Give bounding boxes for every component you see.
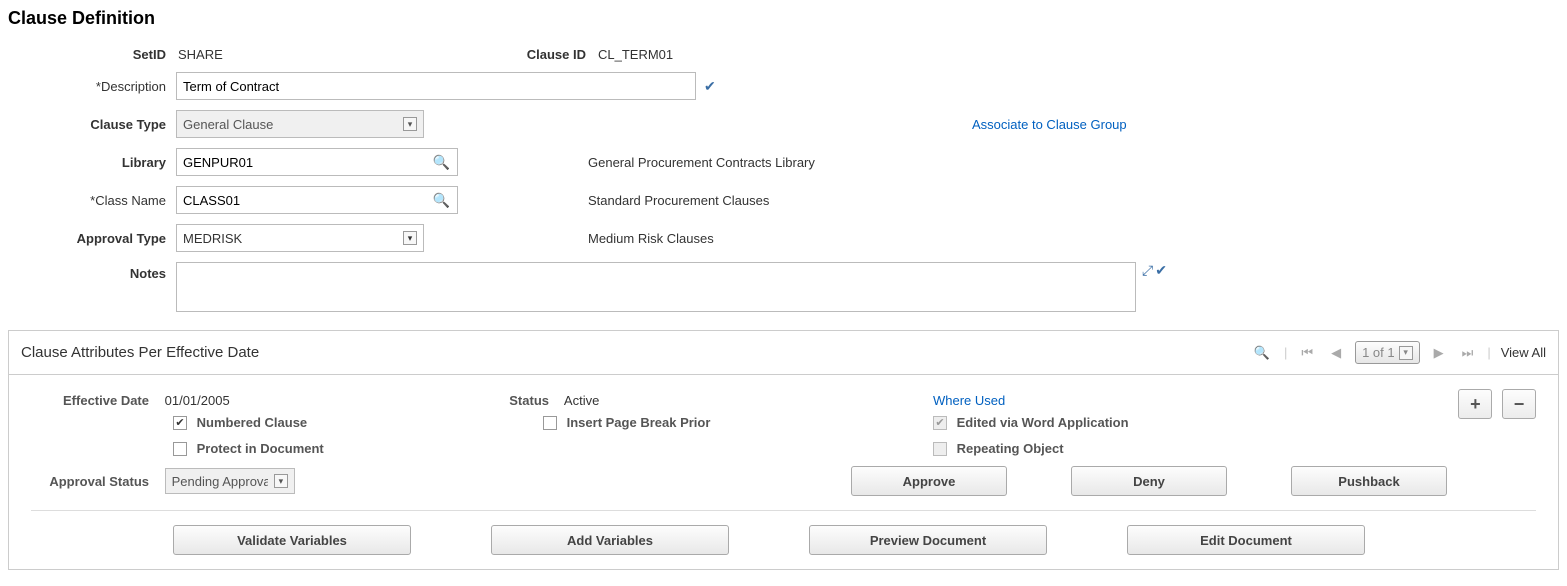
classname-input[interactable]: [176, 186, 458, 214]
page-indicator: 1 of 1: [1362, 345, 1395, 360]
library-label: Library: [8, 155, 176, 170]
clausetype-value: General Clause: [183, 117, 273, 132]
effective-date-label: Effective Date: [31, 393, 161, 408]
insert-page-break-checkbox[interactable]: [543, 416, 557, 430]
description-label: *Description: [8, 79, 176, 94]
prev-page-icon[interactable]: ◀: [1327, 343, 1345, 363]
expand-icon[interactable]: ⤢: [1142, 262, 1153, 279]
protect-in-document-label: Protect in Document: [197, 441, 324, 456]
validate-variables-button[interactable]: Validate Variables: [173, 525, 411, 555]
where-used-link[interactable]: Where Used: [933, 393, 1005, 408]
preview-document-button[interactable]: Preview Document: [809, 525, 1047, 555]
description-input[interactable]: [176, 72, 696, 100]
classname-description: Standard Procurement Clauses: [586, 193, 769, 208]
setid-label: SetID: [8, 47, 176, 62]
page-select[interactable]: 1 of 1 ▾: [1355, 341, 1420, 364]
clause-header-form: SetID SHARE Clause ID CL_TERM01 *Descrip…: [8, 47, 1559, 312]
clausetype-select[interactable]: General Clause ▾: [176, 110, 424, 138]
grid-navigation: 🔍 | ⏮ ◀ 1 of 1 ▾ ▶ ⏭ | View All: [1250, 341, 1546, 364]
effective-date-value: 01/01/2005: [165, 393, 230, 408]
approval-status-select[interactable]: Pending Approval ▾: [165, 468, 295, 494]
grid-title: Clause Attributes Per Effective Date: [21, 344, 259, 361]
clauseid-label: Clause ID: [516, 47, 596, 62]
repeating-object-label: Repeating Object: [957, 441, 1064, 456]
notes-label: Notes: [8, 262, 176, 281]
view-all-link[interactable]: View All: [1501, 345, 1546, 360]
divider: |: [1487, 345, 1490, 360]
divider: |: [1284, 345, 1287, 360]
edited-via-word-label: Edited via Word Application: [957, 415, 1129, 430]
clauseid-value: CL_TERM01: [596, 47, 673, 62]
associate-clause-group-link[interactable]: Associate to Clause Group: [972, 117, 1127, 132]
status-value: Active: [564, 393, 599, 408]
approvaltype-label: Approval Type: [8, 231, 176, 246]
approval-status-value: Pending Approval: [172, 474, 268, 489]
first-page-icon[interactable]: ⏮: [1297, 343, 1317, 363]
edited-via-word-checkbox: [933, 416, 947, 430]
protect-in-document-checkbox[interactable]: [173, 442, 187, 456]
approvaltype-description: Medium Risk Clauses: [586, 231, 714, 246]
classname-label: *Class Name: [8, 193, 176, 208]
delete-row-button[interactable]: −: [1502, 389, 1536, 419]
deny-button[interactable]: Deny: [1071, 466, 1227, 496]
setid-value: SHARE: [176, 47, 516, 62]
divider: [31, 510, 1536, 511]
chevron-down-icon: ▾: [1399, 346, 1413, 360]
approve-button[interactable]: Approve: [851, 466, 1007, 496]
chevron-down-icon: ▾: [403, 117, 417, 131]
spellcheck-icon[interactable]: ✔: [704, 78, 716, 95]
pushback-button[interactable]: Pushback: [1291, 466, 1447, 496]
approval-status-label: Approval Status: [31, 474, 161, 489]
clause-attributes-grid: Clause Attributes Per Effective Date 🔍 |…: [8, 330, 1559, 570]
spellcheck-icon[interactable]: ✔: [1155, 262, 1167, 279]
chevron-down-icon: ▾: [274, 474, 288, 488]
numbered-clause-label: Numbered Clause: [197, 415, 308, 430]
approvaltype-select[interactable]: MEDRISK ▾: [176, 224, 424, 252]
add-variables-button[interactable]: Add Variables: [491, 525, 729, 555]
notes-textarea[interactable]: [176, 262, 1136, 312]
approvaltype-value: MEDRISK: [183, 231, 242, 246]
edit-document-button[interactable]: Edit Document: [1127, 525, 1365, 555]
repeating-object-checkbox: [933, 442, 947, 456]
next-page-icon[interactable]: ▶: [1430, 343, 1448, 363]
library-input[interactable]: [176, 148, 458, 176]
grid-search-icon[interactable]: 🔍: [1250, 343, 1274, 363]
chevron-down-icon: ▾: [403, 231, 417, 245]
last-page-icon[interactable]: ⏭: [1458, 343, 1478, 363]
numbered-clause-checkbox[interactable]: [173, 416, 187, 430]
clausetype-label: Clause Type: [8, 117, 176, 132]
add-row-button[interactable]: +: [1458, 389, 1492, 419]
library-description: General Procurement Contracts Library: [586, 155, 815, 170]
insert-page-break-label: Insert Page Break Prior: [567, 415, 711, 430]
page-title: Clause Definition: [8, 8, 1559, 29]
status-label: Status: [501, 393, 561, 408]
